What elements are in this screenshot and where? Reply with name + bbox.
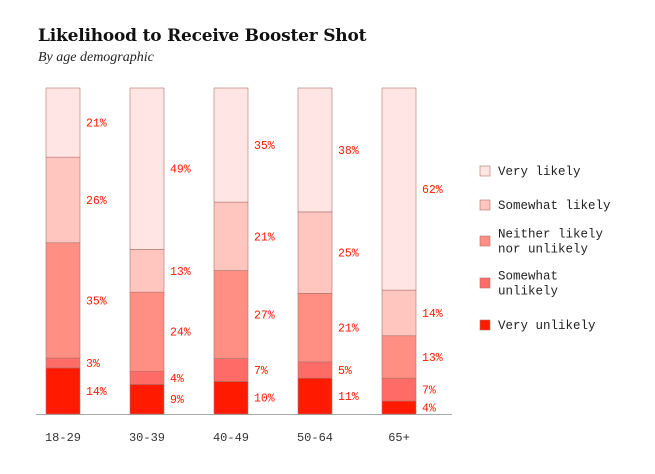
data-label: 38% — [338, 145, 359, 158]
data-label: 24% — [170, 327, 191, 340]
data-label: 7% — [254, 365, 268, 378]
bar-segment-65+-very-unlikely — [381, 400, 417, 415]
legend-swatch — [479, 199, 491, 211]
bar-segment-50-64-very-unlikely — [297, 377, 333, 415]
data-label: 49% — [170, 164, 191, 177]
data-label: 21% — [86, 118, 107, 131]
bar-segment-30-39-very-unlikely — [129, 384, 165, 415]
data-label: 5% — [338, 365, 352, 378]
data-label: 25% — [338, 248, 359, 261]
chart-title: Likelihood to Receive Booster Shot — [38, 26, 367, 46]
bar-segment-40-49-very-likely — [213, 87, 249, 203]
bar-segment-40-49-somewhat-unlikely — [213, 358, 249, 382]
data-label: 35% — [86, 295, 107, 308]
data-label: 35% — [254, 140, 275, 153]
legend-label: Neither likely — [498, 228, 604, 242]
bar-segment-50-64-neither-likely-nor-unlikely — [297, 293, 333, 363]
x-tick-label: 30-39 — [129, 431, 165, 445]
data-label: 13% — [422, 352, 443, 365]
data-label: 21% — [338, 323, 359, 336]
chart-subtitle: By age demographic — [38, 50, 154, 65]
data-label: 4% — [170, 373, 184, 386]
data-label: 27% — [254, 310, 275, 323]
data-label: 14% — [86, 386, 107, 399]
legend-swatch — [479, 319, 491, 331]
data-label: 4% — [422, 402, 436, 415]
bar-segment-40-49-somewhat-likely — [213, 201, 249, 271]
bar-segment-18-29-somewhat-likely — [45, 156, 81, 244]
data-label: 13% — [170, 266, 191, 279]
legend-label: Very likely — [498, 165, 581, 179]
x-tick-label: 40-49 — [213, 431, 249, 445]
bar-segment-30-39-somewhat-likely — [129, 249, 165, 293]
bar-segment-30-39-neither-likely-nor-unlikely — [129, 291, 165, 372]
data-label: 14% — [422, 308, 443, 321]
legend-label: Very unlikely — [498, 319, 596, 333]
x-tick-label: 18-29 — [45, 431, 81, 445]
legend-swatch — [479, 277, 491, 289]
bar-segment-40-49-neither-likely-nor-unlikely — [213, 270, 249, 359]
data-label: 9% — [170, 394, 184, 407]
bar-segment-40-49-very-unlikely — [213, 381, 249, 415]
bar-segment-18-29-very-likely — [45, 87, 81, 158]
data-label: 10% — [254, 393, 275, 406]
bar-segment-50-64-very-likely — [297, 87, 333, 213]
x-tick-label: 50-64 — [297, 431, 333, 445]
data-label: 3% — [86, 358, 100, 371]
bar-segment-30-39-somewhat-unlikely — [129, 370, 165, 385]
bar-segment-65+-somewhat-unlikely — [381, 377, 417, 402]
legend-label: Somewhat — [498, 270, 558, 284]
bar-segment-18-29-neither-likely-nor-unlikely — [45, 242, 81, 359]
legend-label: unlikely — [498, 285, 559, 299]
legend-swatch — [479, 235, 491, 247]
data-label: 62% — [422, 184, 443, 197]
bar-segment-30-39-very-likely — [129, 87, 165, 250]
data-label: 11% — [338, 391, 359, 404]
bar-segment-50-64-somewhat-likely — [297, 211, 333, 294]
bar-segment-50-64-somewhat-unlikely — [297, 361, 333, 379]
x-tick-label: 65+ — [388, 431, 410, 445]
data-label: 21% — [254, 231, 275, 244]
data-label: 7% — [422, 385, 436, 398]
bar-segment-18-29-very-unlikely — [45, 367, 81, 415]
legend-label: nor unlikely — [498, 243, 589, 257]
bar-segment-65+-neither-likely-nor-unlikely — [381, 335, 417, 379]
bar-segment-65+-somewhat-likely — [381, 289, 417, 337]
bar-segment-65+-very-likely — [381, 87, 417, 291]
data-label: 26% — [86, 195, 107, 208]
bar-segment-18-29-somewhat-unlikely — [45, 357, 81, 369]
legend-label: Somewhat likely — [498, 199, 611, 213]
legend-swatch — [479, 165, 491, 177]
